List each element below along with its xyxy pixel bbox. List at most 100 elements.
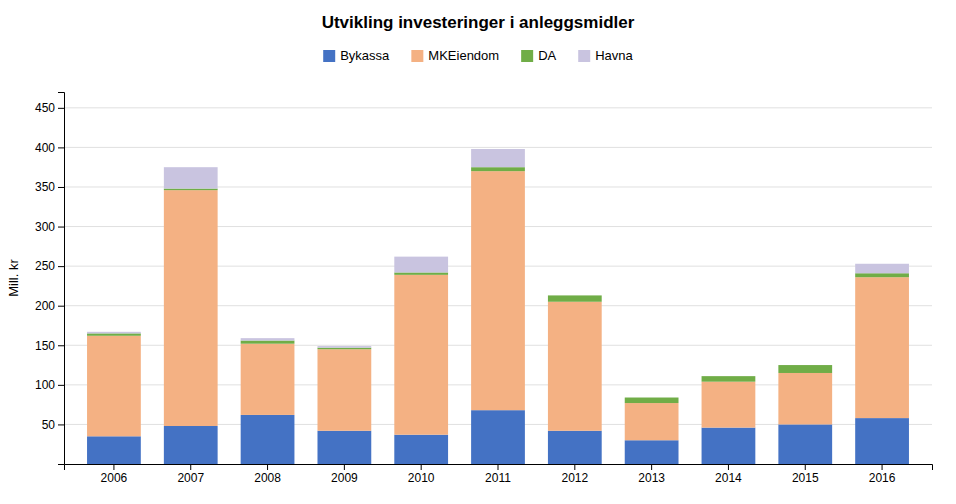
bar-segment bbox=[87, 332, 141, 334]
x-axis-line bbox=[65, 465, 933, 471]
y-tick-mark bbox=[58, 424, 64, 425]
bars bbox=[87, 149, 909, 464]
bar-segment bbox=[548, 295, 602, 296]
bar-segment bbox=[164, 189, 218, 191]
y-tick-label: 250 bbox=[35, 259, 55, 273]
bar-segment bbox=[241, 415, 295, 464]
y-tick-mark bbox=[58, 266, 64, 267]
chart: 2006200720082009201020112012201320142015… bbox=[0, 0, 956, 504]
y-tick: 150 bbox=[35, 339, 64, 353]
bar-segment bbox=[164, 426, 218, 464]
x-tick-mark bbox=[651, 464, 652, 470]
x-tick-label: 2014 bbox=[715, 471, 742, 485]
grid-line bbox=[64, 107, 932, 108]
y-tick-label: 200 bbox=[35, 299, 55, 313]
bar-segment bbox=[702, 376, 756, 382]
x-tick-mark bbox=[574, 464, 575, 470]
bar-segment bbox=[317, 349, 371, 431]
y-tick: 250 bbox=[35, 259, 64, 273]
bar-segment bbox=[87, 333, 141, 335]
bar-segment bbox=[394, 272, 448, 274]
y-tick-mark bbox=[58, 227, 64, 228]
bar-segment bbox=[778, 365, 832, 373]
bar-segment bbox=[702, 382, 756, 428]
y-tick-mark bbox=[58, 147, 64, 148]
y-tick-mark bbox=[58, 187, 64, 188]
legend-item: MKEiendom bbox=[411, 48, 499, 63]
bar-segment bbox=[855, 273, 909, 277]
legend-label: Bykassa bbox=[340, 48, 390, 63]
y-tick: 100 bbox=[35, 378, 64, 392]
legend: Bykassa MKEiendom DA Havna bbox=[323, 48, 633, 63]
legend-label: Havna bbox=[595, 48, 633, 63]
series bbox=[87, 167, 909, 403]
x-tick-mark bbox=[728, 464, 729, 470]
series bbox=[87, 171, 909, 440]
legend-item: DA bbox=[521, 48, 556, 63]
legend-label: DA bbox=[538, 48, 556, 63]
series bbox=[87, 149, 909, 348]
x-tick-label: 2009 bbox=[331, 471, 358, 485]
y-tick: 400 bbox=[35, 141, 64, 155]
bar-segment bbox=[471, 149, 525, 167]
bar-segment bbox=[548, 431, 602, 464]
x-tick: 2010 bbox=[408, 464, 435, 485]
x-axis: 2006200720082009201020112012201320142015… bbox=[65, 464, 933, 485]
y-tick-label: 350 bbox=[35, 180, 55, 194]
y-tick: 300 bbox=[35, 220, 64, 234]
x-tick: 2011 bbox=[485, 464, 511, 485]
bar-segment bbox=[625, 397, 679, 398]
y-tick-mark bbox=[58, 306, 64, 307]
plot: 2006200720082009201020112012201320142015… bbox=[35, 93, 933, 485]
x-tick-label: 2012 bbox=[561, 471, 588, 485]
y-tick: 450 bbox=[35, 101, 64, 115]
bar-segment bbox=[548, 295, 602, 301]
legend-swatch bbox=[323, 50, 335, 62]
bar-segment bbox=[164, 190, 218, 426]
y-axis-line bbox=[58, 93, 65, 465]
bar-segment bbox=[394, 257, 448, 273]
bar-segment bbox=[241, 341, 295, 344]
x-tick: 2015 bbox=[792, 464, 819, 485]
legend-swatch bbox=[411, 50, 423, 62]
x-tick-mark bbox=[344, 464, 345, 470]
y-axis-title: Mill. kr bbox=[6, 259, 21, 297]
legend-swatch bbox=[521, 50, 533, 62]
bar-segment bbox=[394, 435, 448, 464]
bar-segment bbox=[394, 275, 448, 435]
y-tick-mark bbox=[58, 385, 64, 386]
bar-segment bbox=[471, 167, 525, 171]
bar-segment bbox=[548, 302, 602, 431]
y-tick-label: 400 bbox=[35, 141, 55, 155]
legend-swatch bbox=[578, 50, 590, 62]
y-tick: 350 bbox=[35, 180, 64, 194]
y-tick-label: 300 bbox=[35, 220, 55, 234]
bar-segment bbox=[778, 373, 832, 424]
x-tick: 2012 bbox=[561, 464, 588, 485]
x-tick-label: 2015 bbox=[792, 471, 819, 485]
y-tick-mark bbox=[58, 108, 64, 109]
legend-item: Bykassa bbox=[323, 48, 390, 63]
y-tick: 200 bbox=[35, 299, 64, 313]
bar-segment bbox=[778, 365, 832, 366]
y-tick-label: 100 bbox=[35, 378, 55, 392]
x-tick: 2014 bbox=[715, 464, 742, 485]
x-tick-mark bbox=[267, 464, 268, 470]
x-tick-mark bbox=[882, 464, 883, 470]
y-axis: 50100150200250300350400450 bbox=[35, 93, 65, 465]
x-tick-label: 2013 bbox=[638, 471, 665, 485]
y-tick-mark bbox=[58, 345, 64, 346]
bar-segment bbox=[87, 436, 141, 464]
x-tick: 2006 bbox=[101, 464, 128, 485]
bar-segment bbox=[855, 264, 909, 273]
bar-segment bbox=[164, 167, 218, 188]
grid-line bbox=[64, 147, 932, 148]
x-tick-mark bbox=[421, 464, 422, 470]
bar-segment bbox=[87, 336, 141, 437]
bar-segment bbox=[317, 346, 371, 348]
x-tick: 2008 bbox=[254, 464, 281, 485]
x-tick-label: 2008 bbox=[254, 471, 281, 485]
bar-segment bbox=[702, 428, 756, 464]
y-tick-label: 450 bbox=[35, 101, 55, 115]
legend-label: MKEiendom bbox=[428, 48, 499, 63]
